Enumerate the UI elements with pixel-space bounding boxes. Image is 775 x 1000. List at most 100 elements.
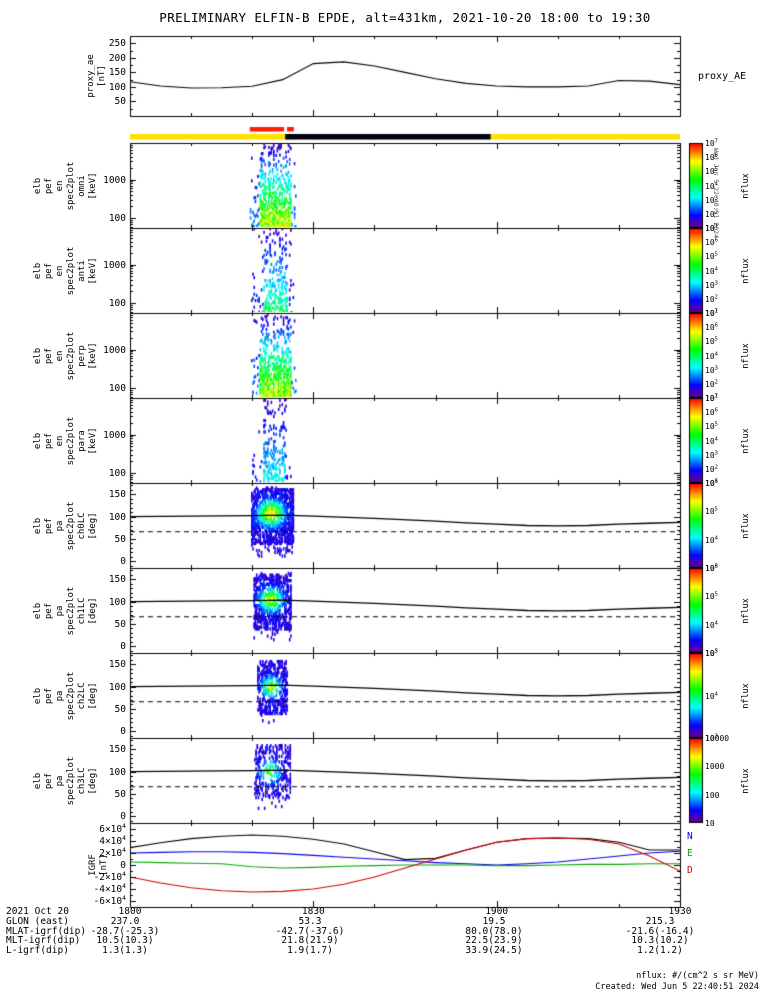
created-label: Created: Wed Jun 5 22:40:51 2024	[595, 982, 759, 993]
panel-en_spec2plot_anti-ytick-label: 1000	[103, 259, 126, 271]
colorbar-pa_spec2plot_ch3LC-unit-label: nflux	[740, 767, 751, 794]
igrf-series-label-N: N	[687, 831, 693, 842]
colorbar-en_spec2plot_omni-tick-label: 101	[705, 223, 718, 233]
footer-row-value: 22.5(23.9)	[465, 935, 523, 947]
panel-pa_spec2plot_ch3LC-ytick-label: 100	[108, 766, 126, 778]
panel-pa_spec2plot_ch2LC-ytick-label: 150	[108, 659, 126, 671]
colorbar-en_spec2plot_anti-tick-label: 104	[705, 265, 718, 276]
colorbar-pa_spec2plot_ch2LC-tick-label: 105	[705, 648, 718, 658]
colorbar-pa_spec2plot_ch2LC-tick-label: 104	[705, 690, 718, 701]
colorbar-en_spec2plot_para-tick-label: 103	[705, 450, 718, 460]
footer-notes: nflux: #/(cm^2 s sr MeV) Created: Wed Ju…	[595, 971, 759, 993]
colorbar-pa_spec2plot_ch1LC-unit-label: nflux	[740, 597, 751, 624]
panel-proxy_ae-ytick-label: 50	[114, 96, 126, 108]
panel-en_spec2plot_perp-ytick-label: 100	[108, 383, 126, 395]
colorbar-en_spec2plot_omni-tick-label: 104	[705, 180, 718, 191]
colorbar-en_spec2plot_perp-tick-label: 103	[705, 365, 718, 375]
footer-row-value: 237.0	[110, 916, 140, 927]
panel-proxy_ae-right-label: proxy_AE	[698, 71, 747, 82]
panel-en_spec2plot_omni-ytick-label: 100	[108, 213, 126, 225]
panel-pa_spec2plot_ch1LC-ytick-label: 50	[114, 618, 126, 630]
colorbar-en_spec2plot_anti-tick-label: 103	[705, 280, 718, 290]
colorbar-pa_spec2plot_ch1LC-tick-label: 103	[705, 648, 718, 658]
colorbar-pa_spec2plot_ch1LC-tick-label: 104	[705, 620, 718, 630]
colorbar-en_spec2plot_anti-tick-label: 105	[705, 251, 718, 262]
colorbar-en_spec2plot_para-tick-label: 101	[705, 478, 718, 488]
panel-en_spec2plot_para-ytick-label: 1000	[103, 429, 126, 441]
colorbar-en_spec2plot_para-tick-label: 104	[705, 435, 718, 446]
footer-row-value: 1.2(1.2)	[637, 944, 683, 956]
panel-en_spec2plot_anti-ytick-label: 100	[108, 298, 126, 310]
colorbar-en_spec2plot_para-tick-label: 106	[705, 407, 718, 418]
x-axis-tick-label: 1800	[118, 906, 142, 917]
panel-en_spec2plot_perp-ytick-label: 1000	[103, 344, 126, 356]
colorbar-en_spec2plot_para-tick-label: 102	[705, 464, 718, 474]
footer-row-value: 10.5(10.3)	[96, 935, 154, 947]
footer-row-value: 10.3(10.2)	[631, 935, 689, 947]
colorbar-pa_spec2plot_ch0LC-unit-label: nflux	[740, 512, 751, 539]
igrf-series-label-E: E	[687, 848, 693, 859]
panel-pa_spec2plot_ch0LC-ytick-label: 150	[108, 489, 126, 501]
colorbar-pa_spec2plot_ch3LC-tick-label: 1000	[705, 762, 725, 772]
colorbar-pa_spec2plot_ch3LC-tick-label: 10000	[705, 734, 730, 743]
colorbar-pa_spec2plot_ch3LC-tick-label: 100	[705, 790, 720, 800]
panel-igrf-ytick-label: -4×104	[93, 881, 127, 895]
panel-pa_spec2plot_ch3LC-ytick-label: 0	[120, 811, 126, 823]
footer-row-value: 1.3(1.3)	[102, 944, 148, 956]
colorbar-pa_spec2plot_ch0LC-tick-label: 104	[705, 535, 718, 545]
colorbar-en_spec2plot_omni-tick-label: 107	[705, 138, 718, 148]
igrf-series-label-D: D	[687, 865, 693, 876]
panel-igrf-ytick-label: -2×104	[93, 869, 127, 883]
panel-en_spec2plot_para-ytick-label: 100	[108, 468, 126, 480]
colorbar-en_spec2plot_omni-unit-label: nflux	[740, 172, 751, 199]
footer-row-value: 80.0(78.0)	[465, 925, 523, 937]
footer-row-label: GLON (east)	[6, 916, 69, 927]
footer-row-label: MLAT-igrf(dip)	[6, 925, 87, 937]
x-axis-tick-label: 1900	[485, 906, 509, 917]
panel-pa_spec2plot_ch2LC-ytick-label: 0	[120, 726, 126, 738]
footer-row-value: 1.9(1.7)	[287, 944, 333, 956]
panel-pa_spec2plot_ch0LC-ytick-label: 100	[108, 511, 126, 523]
panel-proxy_ae-ytick-label: 150	[108, 67, 126, 79]
footer-row-value: 53.3	[298, 916, 322, 927]
figure-title: PRELIMINARY ELFIN-B EPDE, alt=431km, 202…	[159, 10, 651, 25]
panel-pa_spec2plot_ch0LC-ytick-label: 50	[114, 533, 126, 545]
panel-pa_spec2plot_ch0LC-ytick-label: 0	[120, 556, 126, 568]
colorbar-en_spec2plot_para-tick-label: 105	[705, 421, 718, 432]
creation-timestamp-vertical: Wed Jun 5 22:40:51 2024	[712, 148, 720, 239]
footer-row-label: L-igrf(dip)	[6, 944, 69, 956]
colorbar-en_spec2plot_omni-tick-label: 105	[705, 166, 718, 177]
colorbar-en_spec2plot_perp-tick-label: 102	[705, 379, 718, 389]
footer-row-value: -28.7(-25.3)	[90, 925, 160, 937]
colorbar-en_spec2plot_perp-tick-label: 104	[705, 350, 718, 361]
colorbar-en_spec2plot_para-unit-label: nflux	[740, 427, 751, 454]
footer-row-value: -42.7(-37.6)	[275, 925, 345, 937]
colorbar-en_spec2plot_omni-tick-label: 102	[705, 209, 718, 219]
colorbar-en_spec2plot_perp-tick-label: 107	[705, 308, 718, 318]
footer-row-value: 215.3	[645, 916, 675, 927]
colorbar-en_spec2plot_omni-tick-label: 103	[705, 195, 718, 205]
panel-igrf-ytick-label: 2×104	[99, 845, 126, 859]
footer-row-value: 19.5	[482, 916, 506, 927]
panel-en_spec2plot_omni-ytick-label: 1000	[103, 174, 126, 186]
panel-pa_spec2plot_ch3LC-ytick-label: 50	[114, 788, 126, 800]
panel-igrf-ytick-label: 6×104	[99, 821, 126, 835]
panel-pa_spec2plot_ch1LC-ytick-label: 100	[108, 596, 126, 608]
panel-proxy_ae-ytick-label: 100	[108, 81, 126, 93]
panel-proxy_ae-ytick-label: 250	[108, 38, 126, 50]
colorbar-en_spec2plot_perp-tick-label: 106	[705, 322, 718, 333]
footer-row-value: -21.6(-16.4)	[625, 925, 695, 937]
x-axis-tick-label: 1830	[301, 906, 325, 917]
colorbar-en_spec2plot_anti-tick-label: 101	[705, 308, 718, 318]
panel-igrf-ytick-label: 4×104	[99, 833, 126, 847]
panel-pa_spec2plot_ch1LC-ytick-label: 0	[120, 641, 126, 653]
panel-proxy_ae-ytick-label: 200	[108, 52, 126, 64]
footer-row-label: MLT-igrf(dip)	[6, 935, 81, 947]
colorbar-pa_spec2plot_ch2LC-unit-label: nflux	[740, 682, 751, 709]
nflux-units-label: nflux: #/(cm^2 s sr MeV)	[636, 971, 759, 981]
colorbar-en_spec2plot_perp-unit-label: nflux	[740, 342, 751, 369]
colorbar-pa_spec2plot_ch0LC-tick-label: 103	[705, 563, 718, 573]
